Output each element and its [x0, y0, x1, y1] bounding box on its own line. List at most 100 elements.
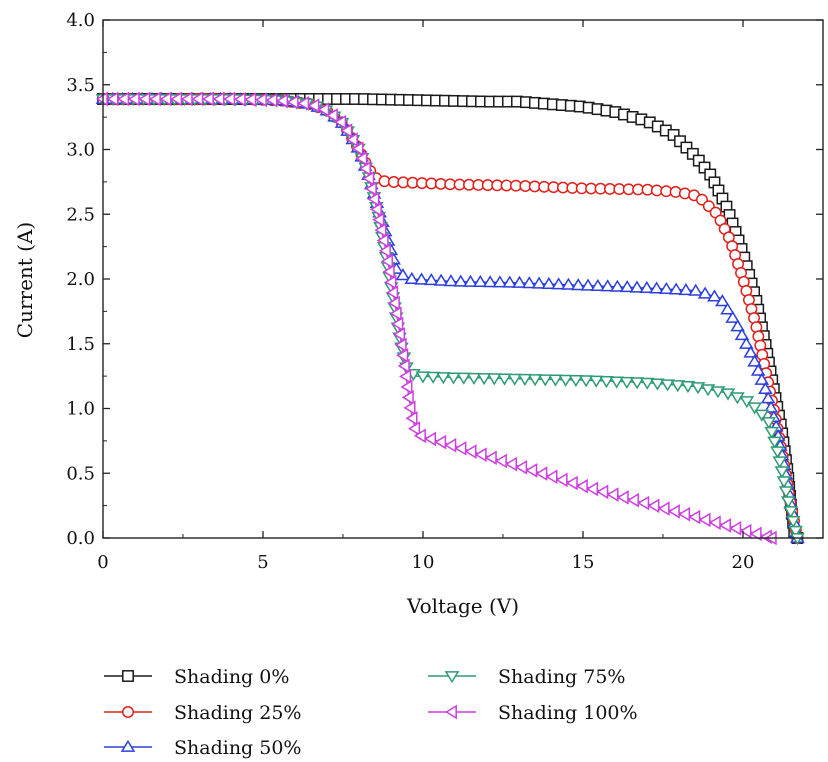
data-point — [456, 372, 472, 385]
data-point — [730, 392, 745, 405]
data-point — [414, 272, 429, 285]
data-point — [486, 373, 502, 386]
data-point — [325, 108, 338, 123]
data-point — [404, 271, 420, 285]
data-point — [729, 520, 742, 536]
data-point — [678, 282, 694, 296]
data-point — [575, 478, 588, 494]
y-tick-label: 1.0 — [66, 399, 95, 420]
legend-marker — [122, 670, 134, 682]
data-point — [484, 450, 497, 466]
data-point — [639, 377, 655, 390]
data-point — [700, 384, 716, 397]
data-point — [297, 96, 310, 111]
data-point — [515, 459, 528, 475]
data-point — [351, 141, 364, 157]
data-point — [558, 374, 573, 387]
data-point — [545, 469, 558, 485]
data-point — [403, 400, 416, 416]
data-point — [758, 381, 773, 394]
data-point — [380, 253, 393, 269]
data-point — [720, 388, 736, 401]
data-point — [517, 373, 533, 387]
data-point — [725, 310, 740, 323]
legend-label: Shading 0% — [174, 666, 289, 688]
data-point — [680, 381, 696, 394]
x-tick-label: 10 — [412, 552, 435, 573]
data-point — [772, 456, 788, 469]
plot-area — [95, 91, 805, 546]
data-point — [668, 282, 684, 295]
data-point — [541, 276, 557, 290]
y-tick-label: 4.0 — [66, 10, 95, 31]
data-point — [760, 391, 776, 404]
x-tick-label: 5 — [257, 552, 268, 573]
data-point — [476, 373, 492, 386]
data-point — [407, 421, 421, 436]
data-point — [568, 374, 584, 388]
data-point — [730, 319, 745, 332]
data-point — [754, 409, 770, 422]
data-point — [647, 498, 660, 514]
data-point — [464, 444, 477, 459]
data-point — [776, 476, 792, 489]
legend-marker — [120, 739, 136, 752]
series-shading-0- — [97, 93, 804, 544]
data-point — [660, 379, 675, 392]
data-point — [369, 202, 382, 217]
data-point — [698, 512, 711, 528]
data-point — [670, 380, 686, 393]
data-point — [392, 327, 406, 342]
data-point — [783, 506, 799, 519]
data-point — [507, 373, 523, 386]
data-point — [334, 114, 347, 130]
data-point — [739, 396, 755, 409]
legend-label: Shading 50% — [174, 737, 302, 759]
data-point — [494, 453, 507, 469]
data-point — [629, 377, 645, 390]
data-point — [400, 379, 413, 395]
data-point — [749, 526, 762, 542]
legend-label: Shading 75% — [498, 666, 626, 688]
data-point — [531, 276, 547, 289]
data-point — [463, 274, 478, 287]
data-point — [739, 523, 752, 539]
data-point — [767, 436, 782, 449]
data-point — [378, 243, 391, 259]
data-point — [780, 496, 796, 509]
data-point — [697, 286, 713, 299]
legend-label: Shading 100% — [498, 702, 638, 724]
data-point — [720, 302, 735, 315]
data-point — [774, 466, 790, 479]
data-point — [619, 376, 635, 389]
data-point — [606, 487, 619, 502]
legend: Shading 0% Shading 25% Shading 50% Shading … — [104, 666, 638, 759]
data-point — [763, 400, 779, 413]
data-point — [504, 456, 518, 472]
y-tick-label: 1.5 — [66, 334, 95, 355]
data-point — [535, 466, 548, 481]
data-point — [286, 94, 299, 110]
data-point — [340, 123, 353, 138]
data-point — [610, 279, 625, 292]
data-point — [307, 98, 320, 113]
data-point — [502, 275, 518, 288]
data-point — [637, 495, 650, 511]
data-point — [688, 283, 704, 296]
data-point — [649, 281, 664, 294]
data-point — [474, 447, 487, 462]
data-point — [364, 181, 377, 197]
data-point — [750, 363, 766, 376]
data-point — [707, 289, 722, 302]
data-point — [424, 273, 439, 286]
data-point — [570, 278, 586, 291]
data-point — [578, 375, 594, 388]
data-point — [345, 132, 358, 147]
data-point — [372, 212, 385, 228]
data-point — [778, 486, 794, 499]
data-point — [626, 492, 639, 508]
data-point — [551, 277, 566, 290]
data-point — [423, 431, 437, 447]
data-point — [686, 147, 699, 160]
